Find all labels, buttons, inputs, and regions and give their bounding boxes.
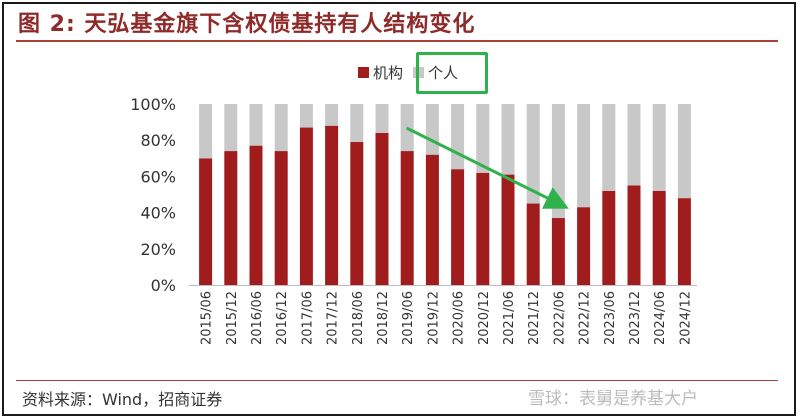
bar-individual: [199, 104, 213, 159]
x-tick-label: 2019/12: [426, 291, 441, 345]
x-tick-label: 2023/06: [603, 291, 618, 345]
bar-institution: [677, 198, 691, 285]
x-tick-label: 2021/06: [502, 291, 517, 345]
bar-institution: [325, 125, 339, 285]
y-tick-label: 100%: [130, 95, 176, 114]
bar-individual: [350, 104, 364, 143]
bar-institution: [249, 145, 263, 285]
x-tick-label: 2016/06: [250, 291, 265, 345]
bar-individual: [652, 104, 666, 191]
bar-institution: [274, 151, 288, 285]
x-tick-label: 2020/06: [452, 291, 467, 345]
source-divider: [16, 380, 778, 381]
bar-institution: [400, 151, 414, 285]
figure-frame: [2, 2, 796, 416]
x-tick-label: 2023/12: [628, 291, 643, 345]
bar-institution: [526, 203, 540, 285]
x-tick-label: 2022/06: [552, 291, 567, 345]
x-tick-label: 2022/12: [578, 291, 593, 345]
legend-swatch-institution: [358, 67, 369, 78]
bar-individual: [677, 104, 691, 199]
bar-institution: [199, 158, 213, 285]
bar-institution: [451, 169, 465, 285]
bar-individual: [526, 104, 540, 204]
bar-institution: [350, 142, 364, 285]
y-tick-label: 60%: [140, 167, 176, 186]
x-tick-label: 2024/06: [653, 291, 668, 345]
bar-individual: [224, 104, 238, 152]
bar-institution: [501, 174, 515, 285]
source-note: 资料来源：Wind，招商证券: [22, 390, 223, 409]
y-tick-label: 20%: [140, 240, 176, 259]
x-tick-label: 2021/12: [527, 291, 542, 345]
legend-highlight-box: [416, 52, 488, 94]
chart-title: 图 2: 天弘基金旗下含权债基持有人结构变化: [18, 12, 476, 37]
y-tick-label: 80%: [140, 131, 176, 150]
x-tick-label: 2016/12: [275, 291, 290, 345]
watermark: 雪球：表舅是养基大户: [528, 389, 698, 409]
annotation-arrow: [405, 126, 569, 209]
legend-label-institution: 机构: [373, 64, 404, 82]
bar-individual: [249, 104, 263, 146]
bar-individual: [627, 104, 641, 186]
bar-individual: [476, 104, 490, 173]
x-tick-label: 2024/12: [678, 291, 693, 345]
x-tick-label: 2017/12: [326, 291, 341, 345]
x-tick-label: 2020/12: [477, 291, 492, 345]
bar-institution: [652, 190, 666, 285]
x-tick-label: 2017/06: [300, 291, 315, 345]
bar-individual: [425, 104, 439, 155]
bar-individual: [501, 104, 515, 175]
bar-institution: [627, 185, 641, 285]
legend-label-individual: 个人: [428, 64, 459, 82]
bar-individual: [274, 104, 288, 152]
x-tick-label: 2018/06: [351, 291, 366, 345]
x-tick-label: 2019/06: [401, 291, 416, 345]
bar-individual: [602, 104, 616, 191]
bar-institution: [602, 190, 616, 285]
bar-institution: [224, 151, 238, 285]
x-tick-label: 2018/12: [376, 291, 391, 345]
x-tick-label: 2015/12: [225, 291, 240, 345]
bar-individual: [375, 104, 389, 133]
y-tick-label: 0%: [151, 276, 176, 295]
bar-institution: [577, 207, 591, 285]
bar-institution: [551, 218, 565, 285]
x-tick-label: 2015/06: [200, 291, 215, 345]
legend-item-institution: 机构: [358, 62, 403, 83]
bar-individual: [325, 104, 339, 126]
bar-individual: [577, 104, 591, 208]
bar-institution: [375, 132, 389, 285]
y-tick-label: 40%: [140, 204, 176, 223]
bar-institution: [425, 154, 439, 285]
title-divider: [16, 40, 778, 42]
bar-individual: [299, 104, 313, 128]
bar-individual: [451, 104, 465, 170]
bar-institution: [299, 127, 313, 285]
bar-institution: [476, 172, 490, 285]
